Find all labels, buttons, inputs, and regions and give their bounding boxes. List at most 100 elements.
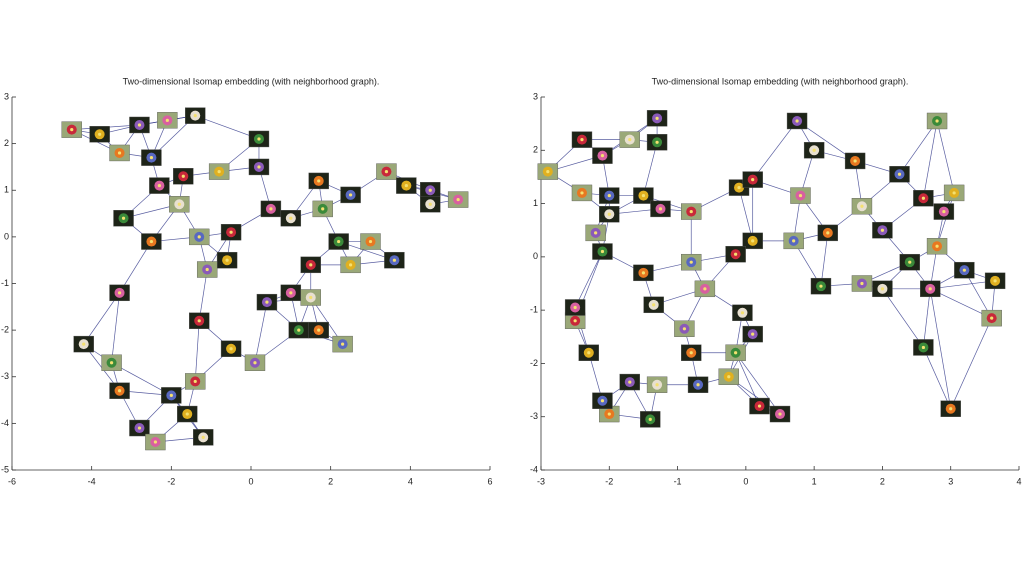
- flower-center: [703, 287, 707, 291]
- flower-center: [149, 156, 154, 160]
- y-tick-label: 0: [4, 231, 9, 241]
- flower-center: [265, 300, 269, 304]
- flower-center: [193, 114, 197, 118]
- flower-center: [309, 295, 313, 300]
- flower-center: [798, 193, 803, 198]
- x-tick-label: 3: [948, 476, 953, 486]
- flower-center: [269, 207, 273, 211]
- flower-center: [792, 239, 796, 243]
- flower-center: [348, 193, 353, 197]
- x-tick-label: 4: [408, 476, 413, 486]
- graph-edge: [950, 317, 993, 409]
- graph-edge: [930, 288, 992, 319]
- flower-center: [201, 435, 205, 439]
- y-tick-label: 3: [533, 91, 538, 101]
- flower-center: [655, 383, 659, 387]
- flower-center: [594, 231, 598, 235]
- flower-center: [740, 311, 745, 315]
- flower-center: [696, 383, 700, 387]
- flower-center: [137, 426, 142, 430]
- y-tick-label: -4: [530, 464, 538, 474]
- flower-center: [689, 260, 693, 264]
- graph-edge: [936, 120, 955, 193]
- flower-center: [348, 263, 353, 267]
- x-tick-label: -6: [8, 476, 16, 486]
- graph-edge: [735, 352, 760, 407]
- y-tick-label: 0: [533, 251, 538, 261]
- flower-center: [655, 116, 659, 120]
- flower-center: [921, 196, 926, 200]
- flower-center: [689, 351, 693, 355]
- flower-center: [205, 267, 209, 272]
- graph-edge: [738, 187, 754, 241]
- y-tick-label: -1: [1, 278, 9, 288]
- flower-center: [628, 380, 632, 384]
- y-tick-label: 3: [4, 91, 9, 101]
- y-tick-label: -2: [530, 358, 538, 368]
- flower-center: [655, 140, 659, 144]
- chart-title: Two-dimensional Isomap embedding (with n…: [652, 76, 909, 86]
- flower-center: [121, 216, 126, 220]
- flower-center: [737, 185, 741, 190]
- flower-center: [573, 305, 577, 310]
- x-tick-label: 0: [248, 476, 253, 486]
- flower-center: [648, 417, 652, 421]
- flower-center: [641, 193, 646, 198]
- flower-center: [70, 128, 74, 132]
- y-tick-label: -5: [1, 464, 9, 474]
- flower-center: [600, 399, 605, 403]
- x-tick-label: -1: [674, 476, 682, 486]
- flower-center: [573, 319, 577, 323]
- flower-center: [600, 249, 605, 254]
- graph-edge: [923, 347, 952, 409]
- graph-edge: [752, 120, 798, 180]
- x-tick-label: 6: [487, 476, 492, 486]
- flower-center: [82, 342, 86, 346]
- flower-center: [952, 191, 956, 195]
- flower-center: [165, 118, 169, 122]
- flower-center: [795, 119, 799, 123]
- flower-center: [652, 303, 656, 307]
- flower-center: [253, 361, 257, 365]
- flower-center: [193, 379, 197, 384]
- flower-center: [921, 345, 926, 350]
- x-tick-label: 2: [328, 476, 333, 486]
- graph-edge: [820, 232, 829, 287]
- y-tick-label: 2: [4, 138, 9, 148]
- flower-center: [641, 271, 646, 275]
- flower-center: [727, 375, 731, 379]
- graph-edge: [929, 288, 952, 409]
- y-tick-label: -2: [1, 325, 9, 335]
- flower-center: [853, 159, 857, 163]
- flower-center: [546, 170, 550, 174]
- flower-center: [309, 263, 313, 267]
- flower-center: [962, 268, 966, 272]
- flower-center: [826, 231, 830, 235]
- flower-center: [689, 209, 693, 214]
- flower-center: [384, 170, 389, 174]
- flower-center: [197, 235, 201, 239]
- flower-center: [117, 151, 122, 155]
- flower-center: [812, 148, 816, 152]
- flower-center: [993, 279, 997, 283]
- y-tick-label: -4: [1, 418, 9, 428]
- flower-center: [185, 412, 189, 416]
- x-tick-label: -2: [605, 476, 613, 486]
- flower-center: [321, 207, 325, 211]
- flower-center: [942, 209, 946, 214]
- flower-center: [257, 165, 261, 169]
- flower-center: [607, 193, 611, 198]
- graph-edge: [574, 251, 603, 308]
- flower-center: [607, 412, 611, 416]
- flower-center: [928, 287, 932, 291]
- flower-center: [337, 239, 341, 244]
- flower-center: [428, 188, 432, 192]
- y-tick-label: -3: [530, 411, 538, 421]
- flower-center: [157, 183, 161, 188]
- flower-center: [751, 332, 755, 336]
- flower-center: [880, 287, 885, 291]
- chart-title: Two-dimensional Isomap embedding (with n…: [123, 76, 380, 86]
- flower-center: [751, 239, 755, 243]
- x-tick-label: -4: [88, 476, 96, 486]
